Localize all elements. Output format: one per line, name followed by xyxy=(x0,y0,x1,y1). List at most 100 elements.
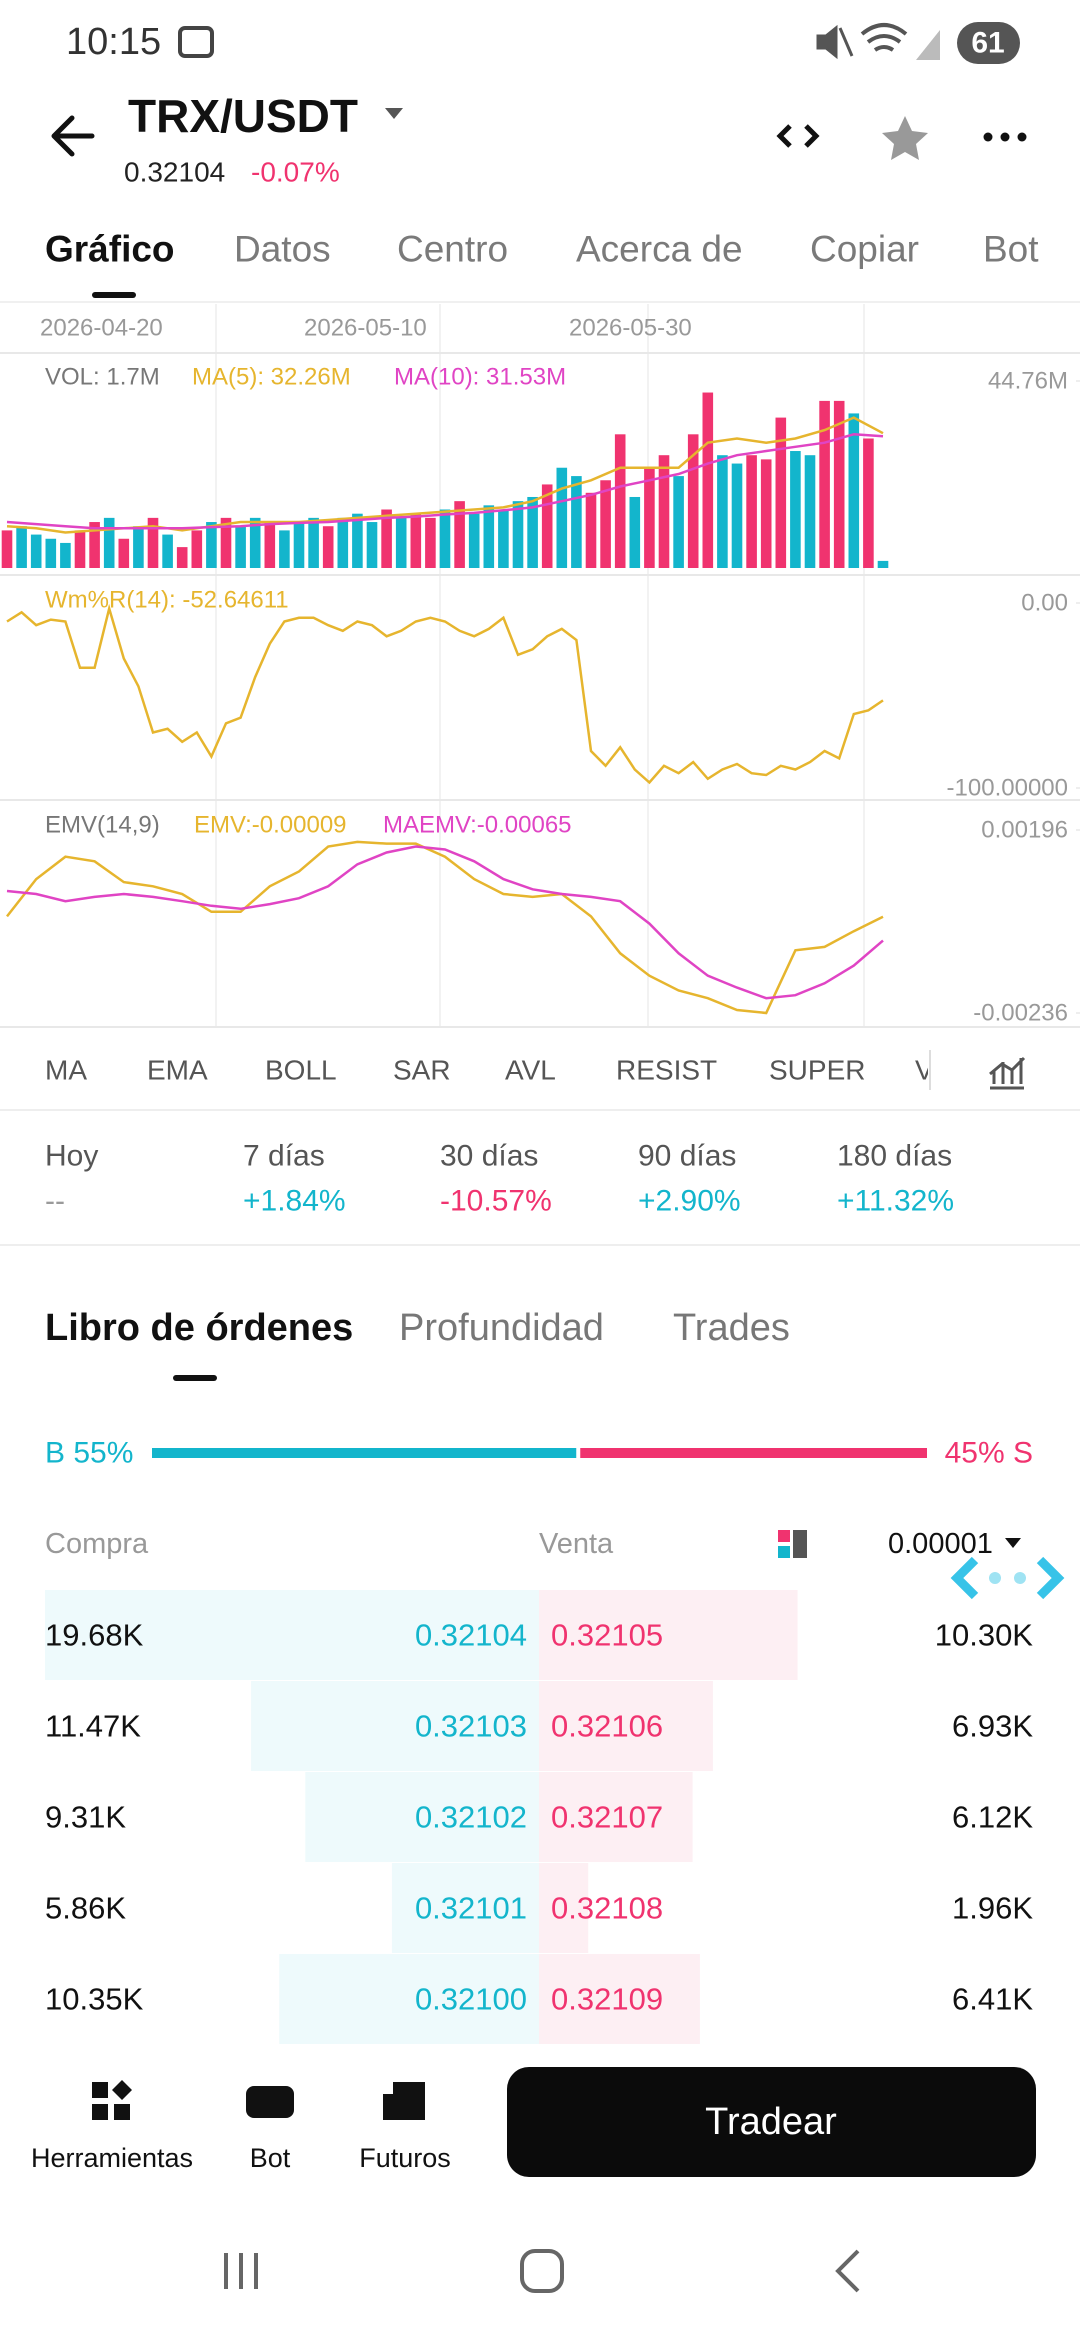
favorite-star[interactable] xyxy=(882,116,928,160)
book-tab[interactable]: Profundidad xyxy=(399,1307,604,1349)
bottom-nav-label[interactable]: Herramientas xyxy=(31,2143,193,2173)
bot-icon[interactable] xyxy=(246,2086,294,2118)
sell-price[interactable]: 0.32105 xyxy=(551,1618,663,1653)
ai-icon[interactable] xyxy=(776,124,820,148)
tab[interactable]: Gráfico xyxy=(45,229,175,270)
book-tab[interactable]: Libro de órdenes xyxy=(45,1307,353,1349)
sell-price[interactable]: 0.32106 xyxy=(551,1709,663,1744)
pair-dropdown[interactable] xyxy=(385,108,403,119)
sell-depth xyxy=(539,1772,693,1862)
buy-qty: 9.31K xyxy=(45,1800,126,1835)
nav-back[interactable] xyxy=(835,2249,860,2293)
sell-depth xyxy=(539,1954,700,2044)
tools-icon[interactable] xyxy=(92,2080,132,2120)
sell-depth xyxy=(539,1681,713,1771)
volume-bar xyxy=(644,467,655,568)
tab[interactable]: Copiar xyxy=(810,229,919,270)
volume-bar xyxy=(775,417,787,568)
volume-bar xyxy=(89,522,100,568)
volume-bar xyxy=(45,538,57,568)
indicator-tab[interactable]: MA xyxy=(45,1055,87,1086)
volume-bar xyxy=(717,455,728,568)
more-dot[interactable] xyxy=(1000,132,1010,142)
price-change: -0.07% xyxy=(251,157,340,188)
layout-icon-a[interactable] xyxy=(778,1530,790,1542)
more-dot[interactable] xyxy=(1017,132,1027,142)
indicator-tab[interactable]: RESIST xyxy=(616,1055,717,1086)
price-step[interactable]: 0.00001 xyxy=(888,1528,993,1560)
back-arrow[interactable] xyxy=(51,115,95,157)
more-dot[interactable] xyxy=(983,132,993,142)
mute-icon xyxy=(816,24,854,60)
wifi-icon xyxy=(860,23,908,52)
indicator-tab[interactable]: BOLL xyxy=(265,1055,337,1086)
indicator-tab[interactable]: V xyxy=(915,1055,934,1086)
buy-qty: 5.86K xyxy=(45,1891,126,1926)
sell-ratio: 45% S xyxy=(945,1437,1033,1470)
period-change: +11.32% xyxy=(837,1185,954,1218)
sell-price[interactable]: 0.32107 xyxy=(551,1800,663,1835)
tab[interactable]: Bot xyxy=(983,229,1039,270)
buy-price[interactable]: 0.32102 xyxy=(415,1800,527,1835)
pair-title[interactable]: TRX/USDT xyxy=(128,90,358,142)
sell-price[interactable]: 0.32108 xyxy=(551,1891,663,1926)
nav-home[interactable] xyxy=(520,2249,564,2293)
layout-icon-b[interactable] xyxy=(778,1546,790,1558)
volume-bar xyxy=(264,522,276,568)
volume-bar xyxy=(206,522,217,568)
buy-price[interactable]: 0.32100 xyxy=(415,1982,527,2017)
buy-price[interactable]: 0.32101 xyxy=(415,1891,527,1926)
step-dropdown[interactable] xyxy=(1005,1538,1021,1548)
volume-bar xyxy=(176,547,188,568)
book-tab-underline xyxy=(173,1375,217,1381)
volume-bar xyxy=(118,538,130,568)
trade-button[interactable] xyxy=(507,2067,1036,2177)
layout-icon-c[interactable] xyxy=(793,1530,807,1558)
tab[interactable]: Acerca de xyxy=(576,229,743,270)
volume-bar xyxy=(863,438,874,568)
battery xyxy=(957,22,1020,64)
volume-bar xyxy=(337,517,349,568)
volume-bar xyxy=(877,560,889,568)
volume-bar xyxy=(1,530,13,568)
sell-qty: 6.41K xyxy=(952,1982,1033,2017)
indicator-tab[interactable]: SAR xyxy=(393,1055,451,1086)
volume-bar xyxy=(760,459,772,568)
volume-bar xyxy=(483,505,495,568)
y-tick-label: 0.00196 xyxy=(981,817,1068,844)
legend-entry: MA(5): 32.26M xyxy=(192,364,351,391)
buy-price[interactable]: 0.32104 xyxy=(415,1618,527,1653)
volume-bar xyxy=(60,542,71,568)
buy-depth xyxy=(391,1863,539,1953)
legend-entry: EMV:-0.00009 xyxy=(194,812,347,839)
trade-button-label[interactable]: Tradear xyxy=(705,2101,837,2143)
volume-bar xyxy=(30,534,42,568)
book-tab[interactable]: Trades xyxy=(673,1307,790,1349)
buy-qty: 11.47K xyxy=(45,1709,141,1744)
volume-label: VOL: 1.7M xyxy=(45,364,160,391)
indicator-tab[interactable]: EMA xyxy=(147,1055,208,1086)
y-tick-label: 44.76M xyxy=(988,368,1068,395)
buy-price[interactable]: 0.32103 xyxy=(415,1709,527,1744)
volume-bar xyxy=(498,509,509,568)
bottom-nav-label[interactable]: Bot xyxy=(250,2143,291,2173)
period-change: -10.57% xyxy=(440,1185,552,1218)
bottom-nav-label[interactable]: Futuros xyxy=(359,2143,451,2173)
screenshot-icon xyxy=(178,26,214,58)
futures-icon[interactable] xyxy=(383,2082,425,2120)
volume-bar xyxy=(308,517,319,568)
indicator-tab[interactable]: AVL xyxy=(505,1055,556,1086)
tab[interactable]: Centro xyxy=(397,229,508,270)
period-change: -- xyxy=(45,1185,65,1218)
volume-bar xyxy=(249,517,261,568)
sell-price[interactable]: 0.32109 xyxy=(551,1982,663,2017)
volume-bar xyxy=(702,392,714,568)
volume-bar xyxy=(439,509,451,568)
indicator-settings[interactable] xyxy=(989,1056,1026,1090)
indicator-tab[interactable]: SUPER xyxy=(769,1055,865,1086)
period-label: 90 días xyxy=(638,1140,736,1173)
period-label: Hoy xyxy=(45,1140,98,1173)
volume-bar xyxy=(454,501,465,568)
indicator-line xyxy=(6,603,884,785)
tab[interactable]: Datos xyxy=(234,229,331,270)
